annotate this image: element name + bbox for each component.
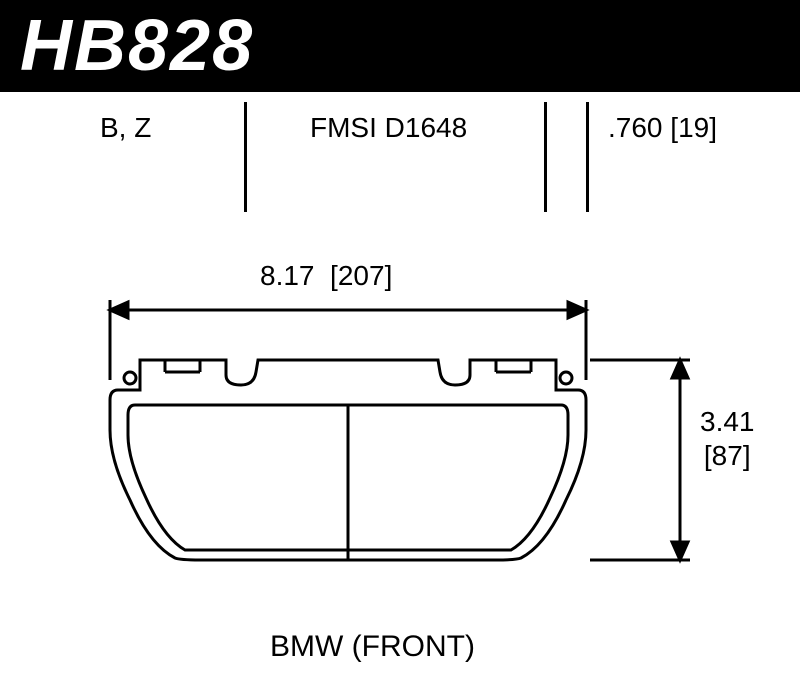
thickness-mm: 19 xyxy=(678,112,709,143)
thickness-in: .760 xyxy=(608,112,663,143)
thickness-label: .760 [19] xyxy=(608,112,717,144)
compounds-label: B, Z xyxy=(100,112,151,144)
divider-1 xyxy=(244,102,247,212)
spec-row: B, Z FMSI D1648 .760 [19] xyxy=(0,102,800,212)
technical-drawing xyxy=(0,260,800,690)
divider-3 xyxy=(586,102,589,212)
part-number: HB828 xyxy=(20,5,254,87)
diagram-area: 8.17 [207] 3.41[87] BMW (FRONT) xyxy=(0,260,800,690)
divider-2 xyxy=(544,102,547,212)
header-bar: HB828 xyxy=(0,0,800,92)
fmsi-label: FMSI D1648 xyxy=(310,112,467,144)
